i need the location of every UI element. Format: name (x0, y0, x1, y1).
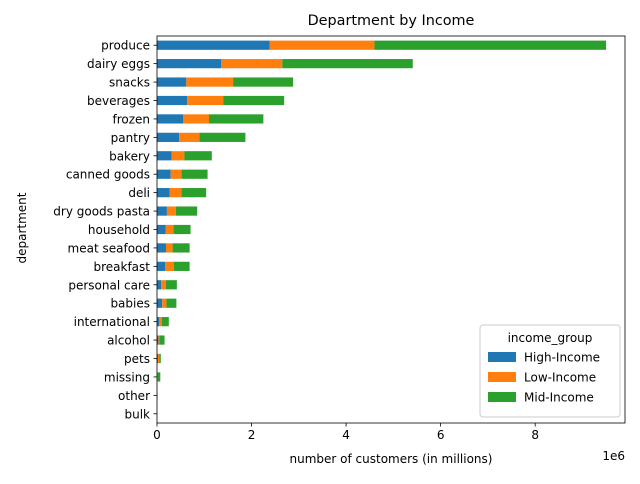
legend-label-high-income: High-Income (524, 351, 600, 365)
bar-dry-goods-pasta-mid-income (176, 206, 197, 215)
legend-label-mid-income: Mid-Income (524, 391, 594, 405)
bar-canned-goods-mid-income (182, 170, 208, 179)
bar-household-mid-income (174, 225, 191, 234)
bar-alcohol-low-income (158, 335, 159, 344)
bar-deli-mid-income (182, 188, 207, 197)
x-tick-label: 2 (248, 428, 256, 442)
legend-label-low-income: Low-Income (524, 371, 596, 385)
bar-produce-high-income (157, 41, 270, 50)
bar-bakery-high-income (157, 151, 172, 160)
bar-breakfast-high-income (157, 262, 165, 271)
bar-meat-seafood-mid-income (173, 243, 190, 252)
bar-international-low-income (159, 317, 161, 326)
y-tick-label-international: international (74, 315, 150, 329)
y-tick-label-missing: missing (104, 370, 150, 384)
bar-snacks-mid-income (233, 77, 293, 86)
y-tick-label-breakfast: breakfast (93, 260, 150, 274)
bar-pantry-low-income (179, 133, 199, 142)
y-tick-label-snacks: snacks (109, 76, 150, 90)
x-axis-label: number of customers (in millions) (290, 452, 493, 466)
bar-dry-goods-pasta-low-income (167, 206, 176, 215)
bar-pets-mid-income (159, 354, 160, 363)
bar-personal-care-high-income (157, 280, 161, 289)
bar-frozen-low-income (183, 114, 209, 123)
bar-missing-mid-income (158, 372, 160, 381)
x-axis-offset-label: 1e6 (602, 449, 625, 463)
y-axis-label: department (15, 192, 29, 263)
bar-pantry-high-income (157, 133, 179, 142)
y-tick-label-bakery: bakery (109, 149, 150, 163)
bar-bakery-mid-income (184, 151, 211, 160)
y-tick-label-pets: pets (124, 352, 150, 366)
y-tick-label-canned-goods: canned goods (66, 168, 150, 182)
legend-swatch-low-income (488, 372, 516, 382)
y-tick-label-other: other (118, 389, 150, 403)
bar-household-low-income (166, 225, 174, 234)
bar-beverages-high-income (157, 96, 187, 105)
bar-babies-low-income (162, 299, 166, 308)
bar-frozen-mid-income (209, 114, 263, 123)
x-tick-label: 4 (342, 428, 350, 442)
legend-swatch-mid-income (488, 392, 516, 402)
bar-snacks-high-income (157, 77, 186, 86)
y-tick-label-meat-seafood: meat seafood (68, 241, 150, 255)
bar-beverages-mid-income (223, 96, 284, 105)
legend-title: income_group (508, 331, 593, 345)
bar-pets-low-income (158, 354, 159, 363)
bar-household-high-income (157, 225, 166, 234)
bar-breakfast-mid-income (174, 262, 190, 271)
y-tick-label-pantry: pantry (111, 131, 150, 145)
legend: income_group High-Income Low-Income Mid-Inc… (480, 325, 620, 417)
y-tick-label-produce: produce (101, 39, 150, 53)
bar-beverages-low-income (187, 96, 223, 105)
bar-dairy-eggs-high-income (157, 59, 221, 68)
bar-deli-low-income (170, 188, 182, 197)
bar-babies-mid-income (166, 299, 176, 308)
bar-pantry-mid-income (200, 133, 246, 142)
chart-title: Department by Income (308, 13, 475, 29)
bar-deli-high-income (157, 188, 170, 197)
x-tick-label: 0 (153, 428, 161, 442)
bar-snacks-low-income (186, 77, 233, 86)
bar-personal-care-low-income (161, 280, 166, 289)
bar-canned-goods-low-income (171, 170, 182, 179)
y-tick-label-deli: deli (128, 186, 150, 200)
bar-produce-mid-income (374, 41, 606, 50)
bar-personal-care-mid-income (166, 280, 177, 289)
bar-frozen-high-income (157, 114, 183, 123)
y-tick-label-babies: babies (110, 297, 150, 311)
bar-meat-seafood-high-income (157, 243, 166, 252)
y-tick-label-household: household (88, 223, 150, 237)
bar-dairy-eggs-mid-income (282, 59, 412, 68)
bar-alcohol-mid-income (159, 335, 164, 344)
y-tick-label-alcohol: alcohol (107, 334, 150, 348)
bar-breakfast-low-income (165, 262, 174, 271)
y-tick-label-bulk: bulk (124, 407, 150, 421)
y-tick-label-personal-care: personal care (68, 278, 150, 292)
bar-international-mid-income (162, 317, 169, 326)
y-tick-label-beverages: beverages (87, 94, 150, 108)
y-tick-label-dry-goods-pasta: dry goods pasta (53, 205, 150, 219)
bar-dairy-eggs-low-income (221, 59, 282, 68)
legend-swatch-high-income (488, 352, 516, 362)
bar-bakery-low-income (172, 151, 185, 160)
bar-produce-low-income (270, 41, 375, 50)
y-tick-label-frozen: frozen (112, 112, 150, 126)
y-tick-label-dairy-eggs: dairy eggs (87, 57, 150, 71)
bar-meat-seafood-low-income (166, 243, 173, 252)
x-tick-label: 6 (437, 428, 445, 442)
bar-babies-high-income (157, 299, 162, 308)
bar-canned-goods-high-income (157, 170, 171, 179)
x-tick-label: 8 (531, 428, 539, 442)
bar-dry-goods-pasta-high-income (157, 206, 167, 215)
